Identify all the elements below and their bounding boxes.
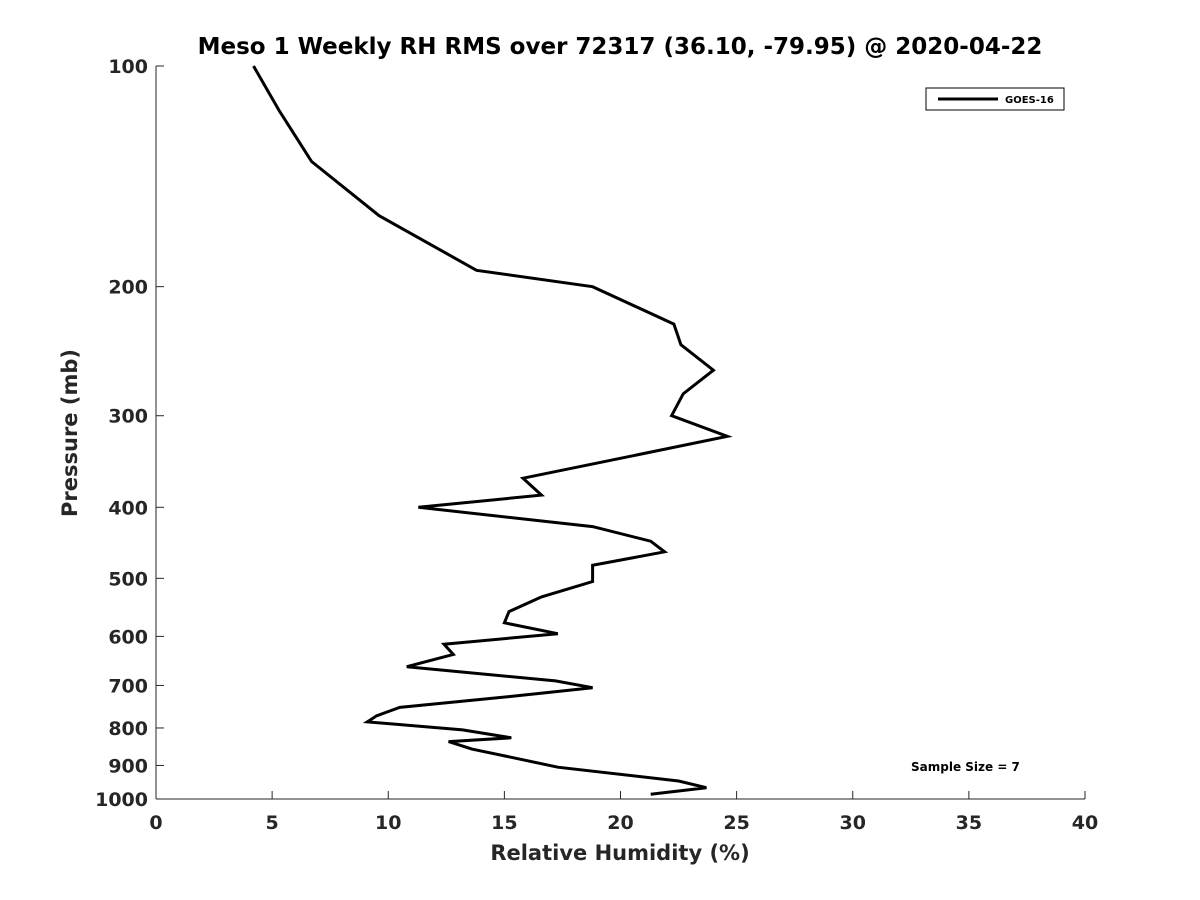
y-tick-label: 300 — [108, 406, 148, 428]
chart-title: Meso 1 Weekly RH RMS over 72317 (36.10, … — [198, 34, 1043, 60]
y-tick-label: 800 — [108, 718, 148, 740]
x-tick-label: 40 — [1072, 812, 1098, 834]
x-tick-label: 15 — [491, 812, 517, 834]
x-tick-label: 10 — [375, 812, 401, 834]
y-tick-label: 400 — [108, 497, 148, 519]
y-axis-ticks: 100 200 300 400 500 600 700 800 900 1000 — [95, 56, 164, 811]
x-tick-label: 35 — [956, 812, 982, 834]
y-tick-label: 600 — [108, 626, 148, 648]
x-axis-ticks: 0 5 10 15 20 25 30 35 40 — [149, 791, 1098, 834]
y-axis-label: Pressure (mb) — [58, 349, 82, 517]
y-tick-label: 700 — [108, 675, 148, 697]
y-tick-label: 900 — [108, 755, 148, 777]
y-tick-label: 1000 — [95, 789, 148, 811]
x-axis-label: Relative Humidity (%) — [490, 841, 749, 865]
legend: GOES-16 — [925, 87, 1065, 111]
x-tick-label: 25 — [723, 812, 749, 834]
series-line-goes16 — [252, 65, 733, 796]
plot-area: 0 5 10 15 20 25 30 35 40 100 200 300 400 500 600 700 80… — [95, 56, 1098, 834]
y-tick-label: 500 — [108, 568, 148, 590]
x-tick-label: 5 — [266, 812, 279, 834]
y-tick-label: 100 — [108, 56, 148, 78]
y-tick-label: 200 — [108, 277, 148, 299]
x-tick-label: 0 — [149, 812, 162, 834]
x-tick-label: 20 — [607, 812, 633, 834]
legend-label: GOES-16 — [1005, 95, 1054, 106]
sample-size-annotation: Sample Size = 7 — [911, 760, 1020, 774]
x-tick-label: 30 — [840, 812, 866, 834]
